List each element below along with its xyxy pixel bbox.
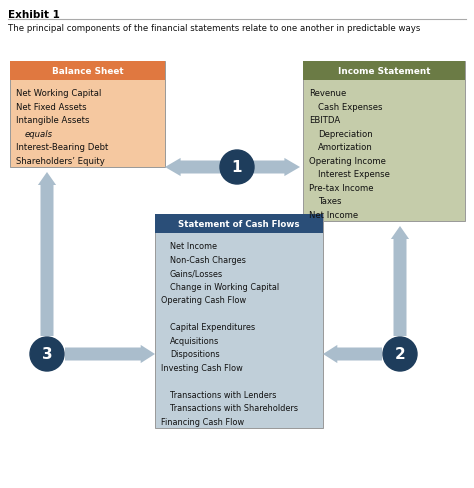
Text: The principal components of the financial statements relate to one another in pr: The principal components of the financia… xyxy=(8,24,420,33)
Text: Taxes: Taxes xyxy=(318,197,341,206)
Text: Operating Income: Operating Income xyxy=(309,157,386,165)
Bar xyxy=(155,215,323,428)
Text: Financing Cash Flow: Financing Cash Flow xyxy=(161,417,244,426)
Text: Transactions with Lenders: Transactions with Lenders xyxy=(170,390,276,399)
Text: Operating Cash Flow: Operating Cash Flow xyxy=(161,296,246,305)
Text: Statement of Cash Flows: Statement of Cash Flows xyxy=(178,220,300,228)
Polygon shape xyxy=(391,226,409,336)
Text: Gains/Losses: Gains/Losses xyxy=(170,269,223,278)
Text: 3: 3 xyxy=(42,347,52,362)
Bar xyxy=(303,62,465,81)
Text: Amortization: Amortization xyxy=(318,143,373,152)
Text: Change in Working Capital: Change in Working Capital xyxy=(170,282,279,291)
Polygon shape xyxy=(165,159,300,177)
Text: Net Income: Net Income xyxy=(170,242,217,251)
Text: Income Statement: Income Statement xyxy=(338,67,430,76)
Text: Non-Cash Charges: Non-Cash Charges xyxy=(170,255,246,264)
Circle shape xyxy=(30,337,64,371)
Bar xyxy=(155,215,323,234)
Polygon shape xyxy=(65,345,155,364)
Polygon shape xyxy=(323,345,382,364)
Text: Acquisitions: Acquisitions xyxy=(170,336,219,345)
Text: Interest Expense: Interest Expense xyxy=(318,170,390,179)
Text: Shareholders’ Equity: Shareholders’ Equity xyxy=(16,157,105,165)
Polygon shape xyxy=(38,173,56,336)
Text: Transactions with Shareholders: Transactions with Shareholders xyxy=(170,404,298,412)
Text: Pre-tax Income: Pre-tax Income xyxy=(309,183,374,192)
Text: Exhibit 1: Exhibit 1 xyxy=(8,10,60,20)
Text: Revenue: Revenue xyxy=(309,89,346,98)
Text: Net Income: Net Income xyxy=(309,210,358,219)
Text: equals: equals xyxy=(25,129,53,139)
Text: Interest-Bearing Debt: Interest-Bearing Debt xyxy=(16,143,109,152)
Text: Dispositions: Dispositions xyxy=(170,349,219,359)
Text: 2: 2 xyxy=(395,347,405,362)
Circle shape xyxy=(383,337,417,371)
Text: 1: 1 xyxy=(232,160,242,175)
Text: EBITDA: EBITDA xyxy=(309,116,340,125)
Text: Depreciation: Depreciation xyxy=(318,129,373,139)
Text: Cash Expenses: Cash Expenses xyxy=(318,102,383,112)
Bar xyxy=(10,62,165,81)
Bar xyxy=(303,62,465,222)
Text: Capital Expenditures: Capital Expenditures xyxy=(170,323,255,331)
Circle shape xyxy=(220,151,254,184)
Bar xyxy=(10,62,165,168)
Text: Net Fixed Assets: Net Fixed Assets xyxy=(16,102,87,112)
Text: Investing Cash Flow: Investing Cash Flow xyxy=(161,363,243,372)
Text: Balance Sheet: Balance Sheet xyxy=(52,67,123,76)
Text: Intangible Assets: Intangible Assets xyxy=(16,116,90,125)
Text: Net Working Capital: Net Working Capital xyxy=(16,89,101,98)
